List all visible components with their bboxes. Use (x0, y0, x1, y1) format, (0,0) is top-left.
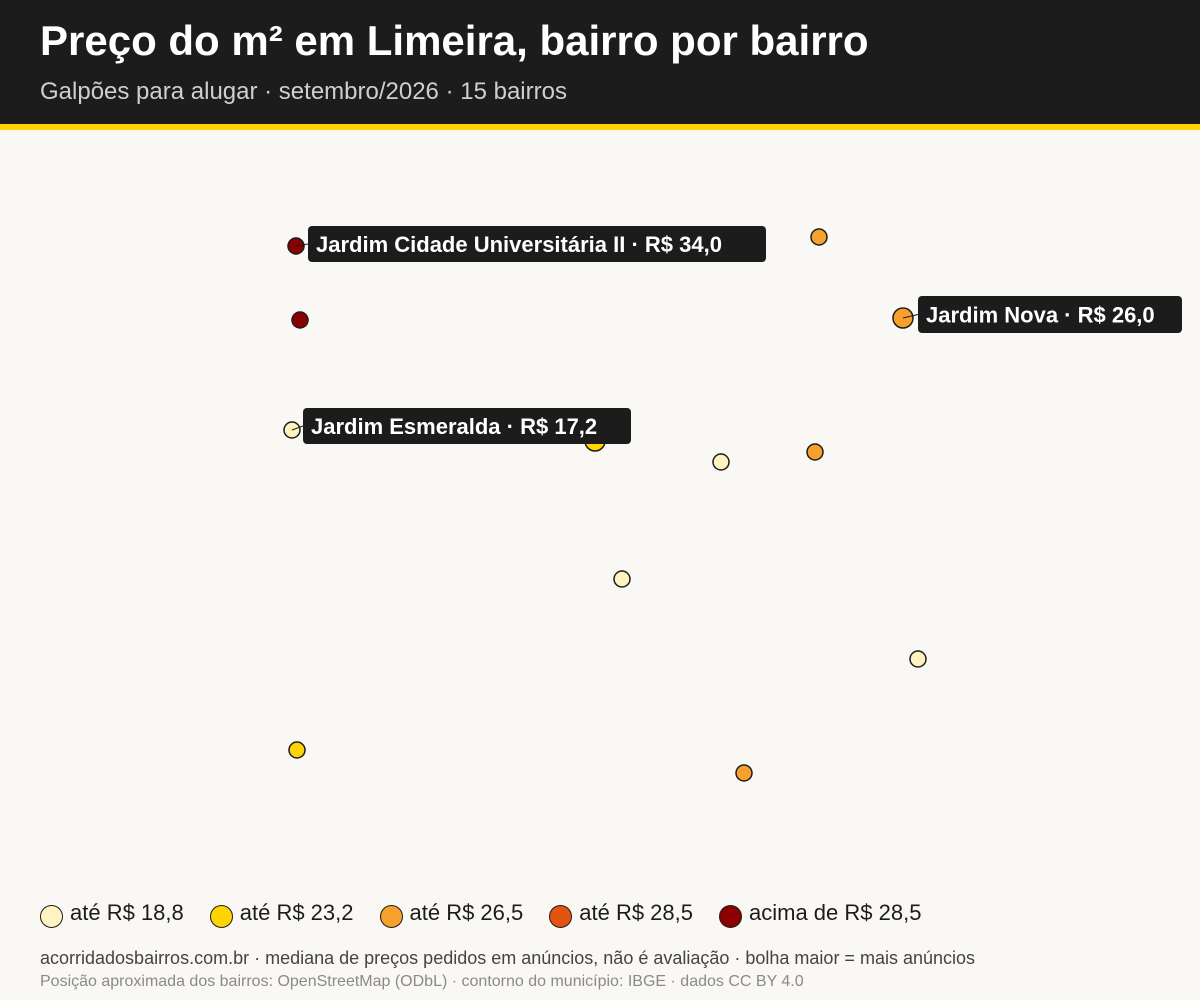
legend-label: acima de R$ 28,5 (749, 900, 922, 925)
neighborhood-bubble (909, 650, 927, 668)
legend-item: acima de R$ 28,5 (719, 899, 921, 928)
legend-swatch-icon (549, 904, 573, 928)
neighborhood-bubble (712, 453, 730, 471)
footer-attribution: Posição aproximada dos bairros: OpenStre… (40, 973, 804, 990)
neighborhood-bubble (735, 764, 753, 782)
neighborhood-bubble (806, 443, 824, 461)
map-canvas: Jardim Cidade Universitária II · R$ 34,0… (283, 226, 1182, 782)
legend-label: até R$ 18,8 (70, 900, 184, 925)
neighborhood-label: Jardim Cidade Universitária II · R$ 34,0 (316, 232, 722, 257)
legend-item: até R$ 28,5 (549, 899, 693, 928)
header-bar (0, 0, 1200, 124)
legend-swatch-icon (719, 904, 742, 928)
neighborhood-label: Jardim Nova · R$ 26,0 (926, 303, 1155, 328)
neighborhood-bubble (288, 741, 306, 759)
neighborhood-label-box (918, 296, 1182, 333)
legend: até R$ 18,8 até R$ 23,2 até R$ 26,5 até … (40, 897, 947, 929)
neighborhood-bubble (613, 570, 631, 588)
legend-label: até R$ 23,2 (239, 900, 354, 925)
neighborhood-label: Jardim Esmeralda · R$ 17,2 (311, 414, 597, 439)
neighborhood-bubble (810, 228, 828, 246)
header-accent-rule (0, 124, 1200, 130)
legend-swatch-icon (379, 904, 403, 928)
label-leader-line (902, 314, 919, 319)
footer-note: acorridadosbairros.com.br · mediana de p… (40, 948, 976, 968)
page-subtitle: Galpões para alugar · setembro/2026 · 15… (40, 78, 567, 105)
label-leader-line (295, 243, 309, 247)
legend-label: até R$ 26,5 (409, 900, 524, 925)
page-title: Preço do m² em Limeira, bairro por bairr… (40, 17, 869, 64)
legend-item: até R$ 23,2 (209, 899, 354, 928)
legend-label: até R$ 28,5 (579, 900, 693, 925)
neighborhood-bubble (291, 311, 309, 329)
neighborhood-label-box (303, 408, 631, 444)
legend-item: até R$ 18,8 (40, 899, 184, 928)
label-leader-line (291, 425, 304, 431)
neighborhood-label-box (308, 226, 766, 262)
legend-swatch-icon (40, 904, 63, 928)
legend-item: até R$ 26,5 (379, 899, 524, 928)
legend-swatch-icon (209, 904, 233, 928)
